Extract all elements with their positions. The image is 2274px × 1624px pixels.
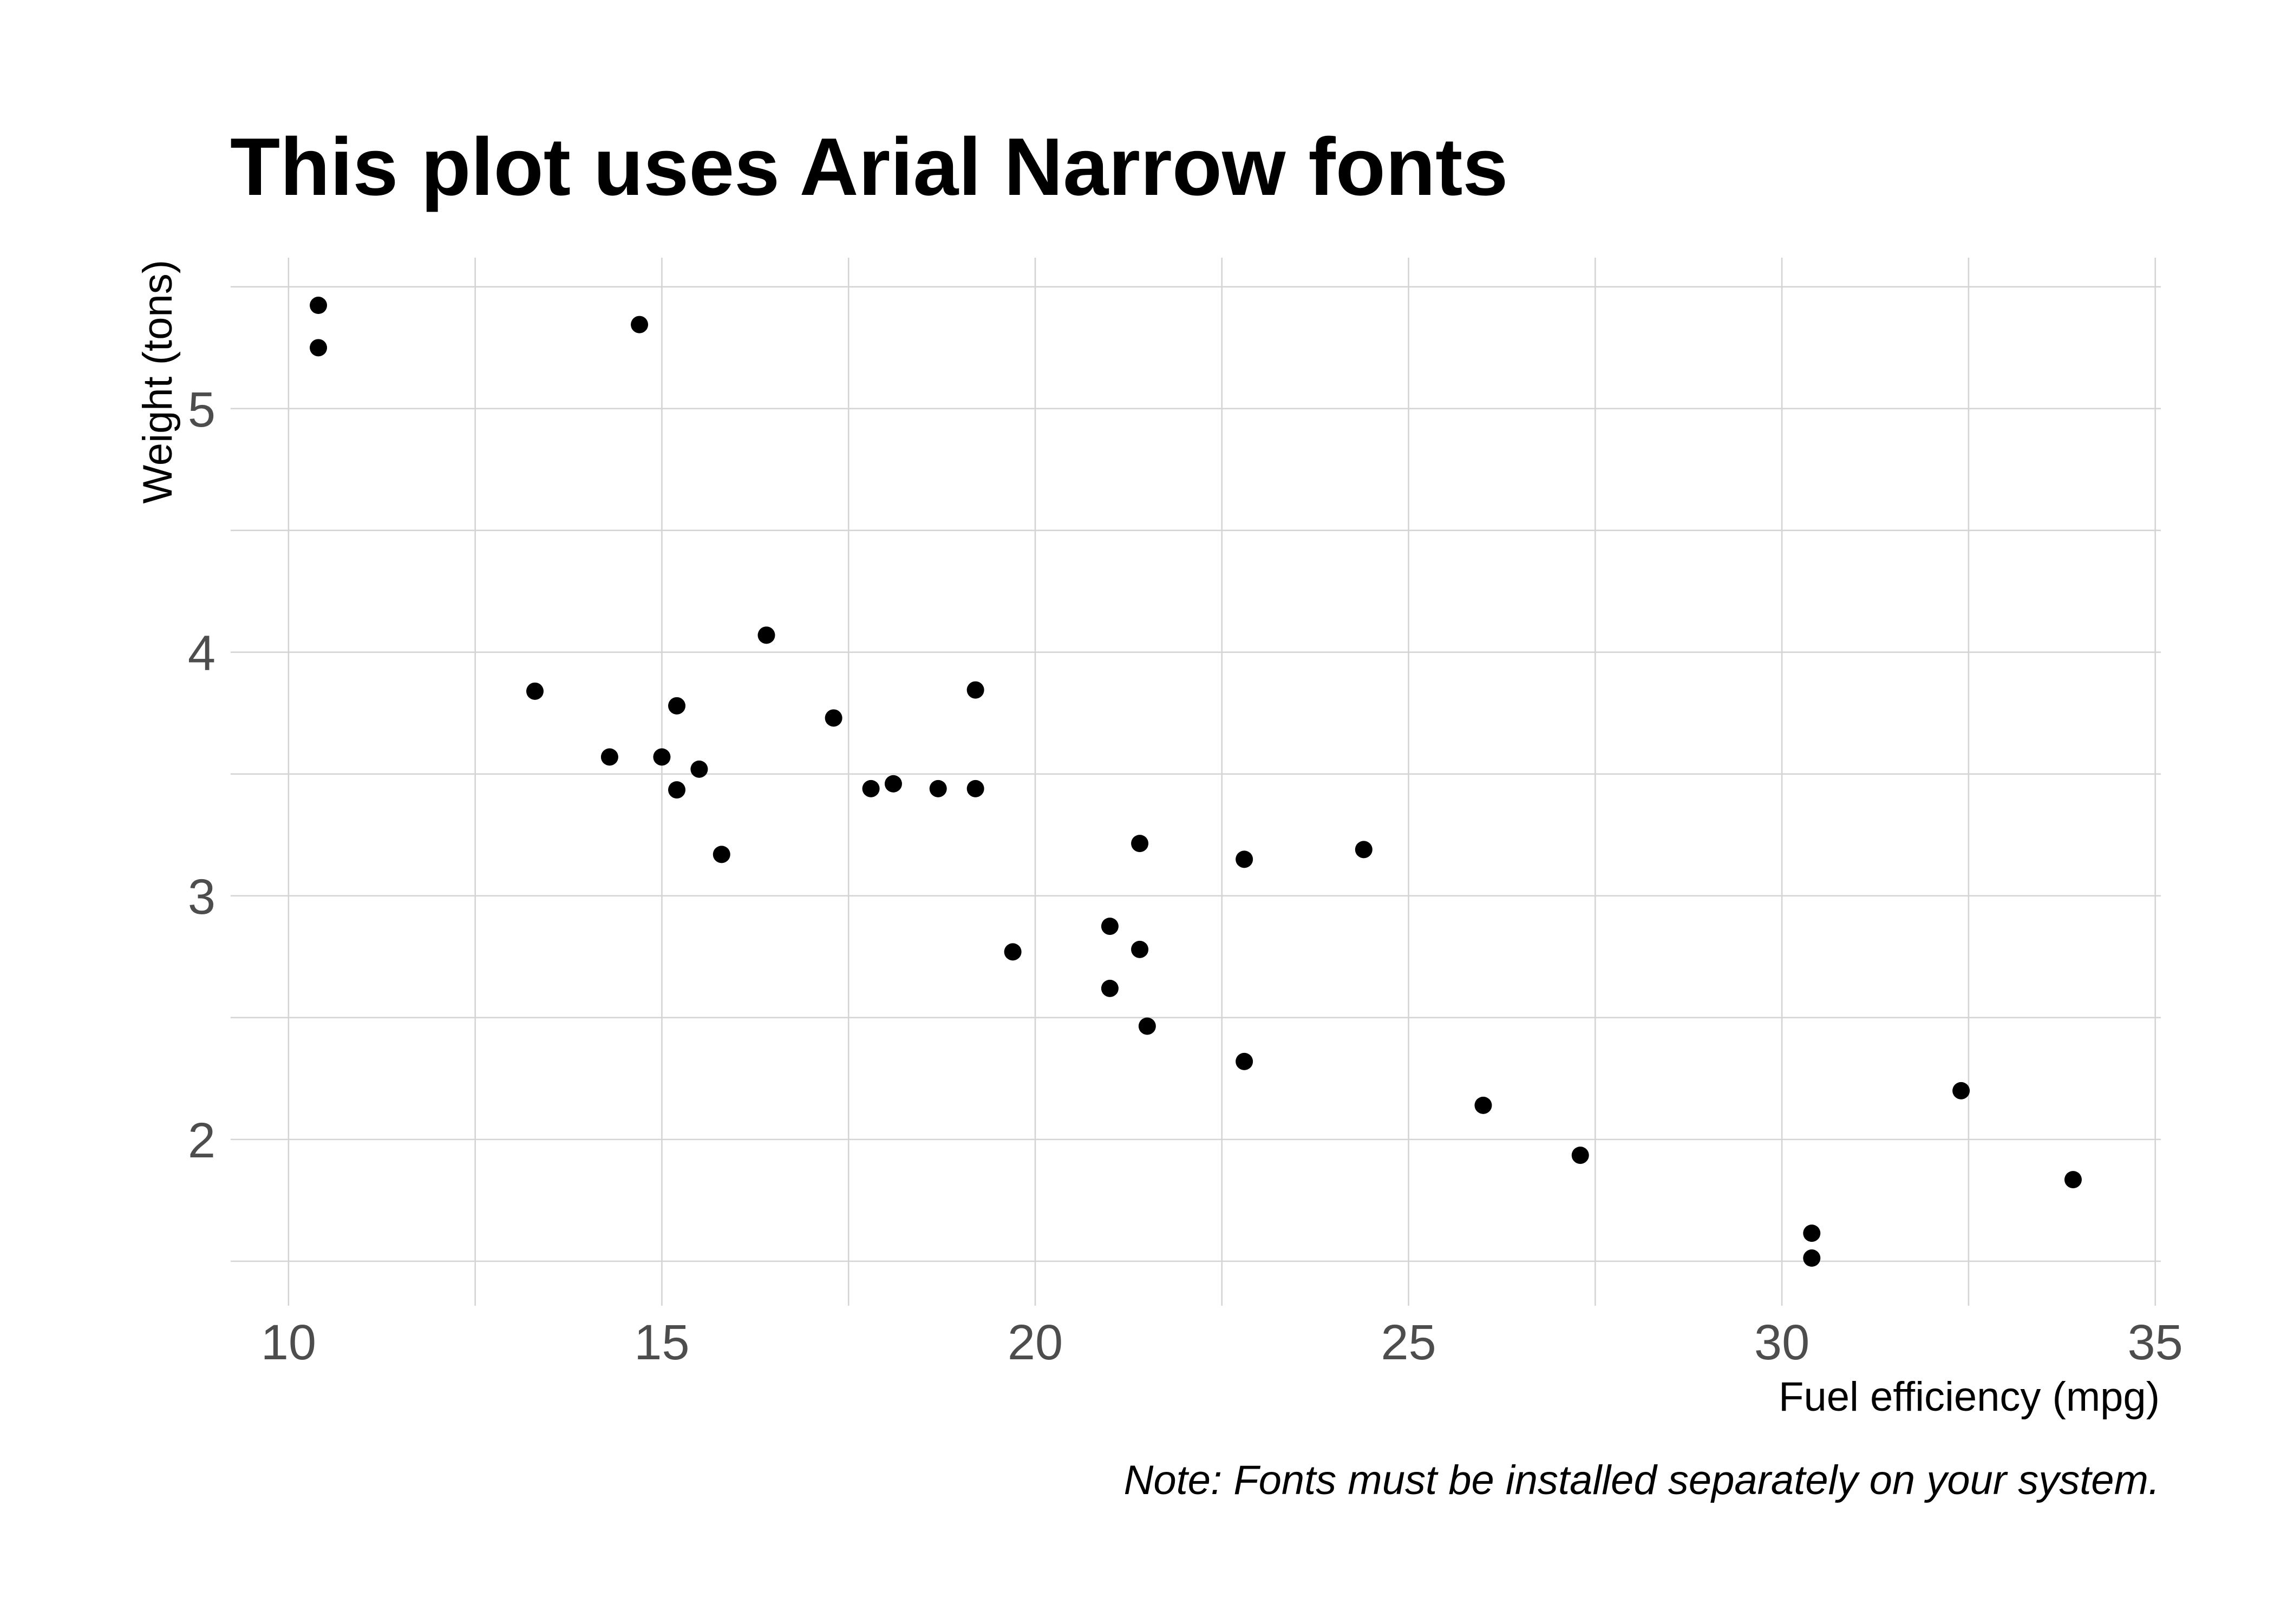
- data-point: [310, 297, 328, 315]
- data-points: [310, 297, 2082, 1267]
- data-point: [1803, 1249, 1821, 1267]
- data-point: [1355, 841, 1373, 859]
- data-point: [1131, 835, 1149, 853]
- x-tick-label: 35: [2127, 1315, 2182, 1370]
- chart-caption: Note: Fonts must be installed separately…: [1123, 1457, 2160, 1503]
- data-point: [526, 682, 544, 700]
- data-point: [690, 760, 708, 778]
- data-point: [825, 709, 842, 727]
- y-tick-label: 3: [188, 869, 215, 925]
- x-tick-label: 20: [1008, 1315, 1063, 1370]
- y-tick-label: 2: [188, 1113, 215, 1168]
- data-point: [1131, 940, 1149, 958]
- x-tick-label: 10: [261, 1315, 316, 1370]
- data-point: [2064, 1171, 2082, 1189]
- data-point: [884, 775, 902, 793]
- data-point: [1236, 1052, 1253, 1070]
- data-point: [1101, 979, 1119, 997]
- data-point: [631, 316, 649, 333]
- minor-gridlines: [231, 258, 2161, 1306]
- data-point: [1952, 1082, 1970, 1099]
- data-point: [1004, 943, 1022, 961]
- data-point: [600, 748, 618, 766]
- data-point: [668, 697, 686, 715]
- data-point: [310, 339, 328, 357]
- data-point: [966, 780, 984, 797]
- x-tick-labels: 10 15 20 25 30 35: [261, 1315, 2183, 1370]
- data-point: [1571, 1147, 1589, 1164]
- y-tick-label: 5: [188, 382, 215, 437]
- data-point: [1138, 1017, 1156, 1035]
- data-point: [1474, 1096, 1492, 1114]
- data-point: [862, 780, 880, 797]
- data-point: [668, 781, 686, 799]
- data-point: [1101, 918, 1119, 935]
- major-gridlines: [231, 258, 2161, 1306]
- data-point: [713, 846, 730, 863]
- x-tick-label: 30: [1754, 1315, 1809, 1370]
- y-tick-label: 4: [188, 626, 215, 681]
- chart-title: This plot uses Arial Narrow fonts: [230, 121, 1508, 212]
- data-point: [1803, 1224, 1821, 1242]
- y-axis-title: Weight (tons): [135, 260, 181, 504]
- y-tick-labels: 2 3 4 5: [188, 382, 215, 1168]
- data-point: [653, 748, 671, 766]
- x-tick-label: 25: [1381, 1315, 1436, 1370]
- data-point: [1236, 850, 1253, 868]
- x-axis-title: Fuel efficiency (mpg): [1779, 1374, 2160, 1420]
- data-point: [966, 681, 984, 699]
- data-point: [929, 780, 947, 797]
- x-tick-label: 15: [634, 1315, 689, 1370]
- data-point: [757, 626, 775, 644]
